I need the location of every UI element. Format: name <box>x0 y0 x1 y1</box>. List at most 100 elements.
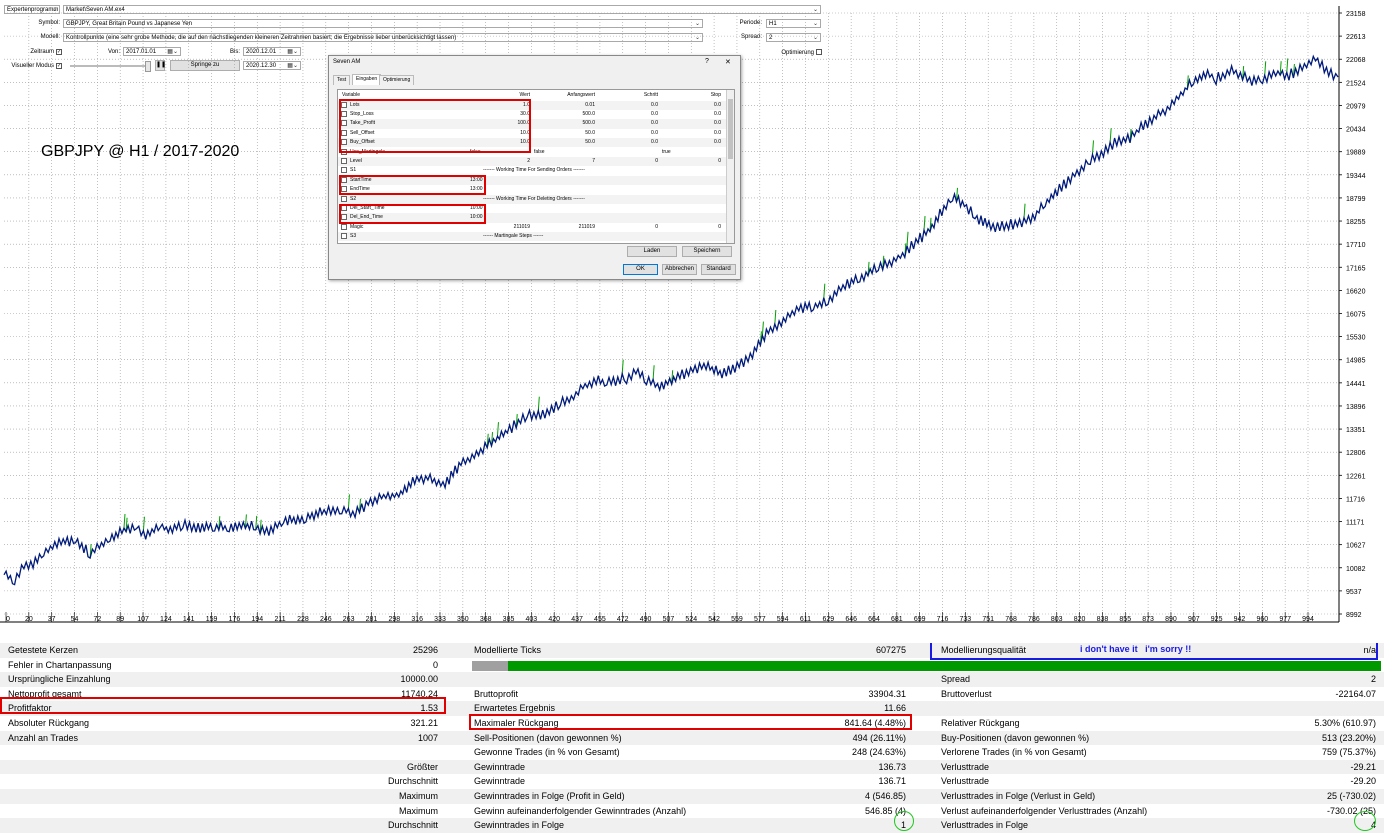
x-tick-label: 298 <box>388 616 400 623</box>
param-start[interactable]: 211019 <box>578 223 595 230</box>
spread-select[interactable]: 2 ⌄ <box>766 33 821 42</box>
y-tick-label: 19889 <box>1346 150 1366 157</box>
param-start[interactable]: 50.0 <box>585 129 595 136</box>
parameter-row[interactable]: StartTime 13:00 <box>338 175 726 186</box>
param-stop[interactable]: 0 <box>718 157 721 164</box>
parameter-row[interactable]: Lots 1.0 0.01 0.0 0.0 <box>338 100 726 110</box>
ok-button[interactable]: OK <box>623 264 658 275</box>
param-step[interactable]: 0.0 <box>651 101 658 108</box>
param-value[interactable]: 10:00 <box>470 204 483 211</box>
param-start[interactable]: 7 <box>592 157 595 164</box>
param-start[interactable]: 0.01 <box>585 101 595 108</box>
parameter-row[interactable]: S1 ------- Working Time For Sending Order… <box>338 166 726 176</box>
tab-test[interactable]: Test <box>333 75 351 85</box>
param-checkbox[interactable] <box>341 120 347 127</box>
param-value[interactable]: 211019 <box>513 223 530 230</box>
x-tick-label: 472 <box>617 616 629 623</box>
x-tick-label: 316 <box>411 616 423 623</box>
parameter-row[interactable]: S2 ------- Working Time For Deleting Orde… <box>338 194 726 204</box>
scrollbar-thumb[interactable] <box>728 99 733 159</box>
param-checkbox[interactable] <box>341 223 347 230</box>
parameter-row[interactable]: Take_Profit 100.0 500.0 0.0 0.0 <box>338 119 726 129</box>
param-value[interactable]: 2 <box>527 157 530 164</box>
param-start[interactable]: 500.0 <box>582 110 595 117</box>
parameter-row[interactable]: Magic 211019 211019 0 0 <box>338 222 726 233</box>
param-step[interactable]: 0 <box>655 157 658 164</box>
param-stop[interactable]: 0 <box>718 223 721 230</box>
close-icon[interactable]: ✕ <box>725 59 731 66</box>
expert-file-select[interactable]: Market\Seven AM.ex4 ⌄ <box>63 5 821 14</box>
parameter-row[interactable]: S3 ------ Martingale Steps ------ <box>338 232 726 242</box>
speed-slider-thumb[interactable] <box>145 61 151 72</box>
tab-optimization[interactable]: Optimierung <box>379 75 415 85</box>
param-value[interactable]: 13:00 <box>470 176 483 183</box>
symbol-label: Symbol: <box>38 20 60 26</box>
param-separator: ------ Martingale Steps ------ <box>483 233 544 240</box>
save-button[interactable]: Speichern <box>682 246 732 257</box>
param-value[interactable]: 10:00 <box>470 214 483 221</box>
model-select[interactable]: Kontrollpunkte (eine sehr grobe Methode,… <box>63 33 703 42</box>
param-checkbox[interactable] <box>341 129 347 136</box>
expert-type-select[interactable]: Expertenprogramm ⌄ <box>4 5 60 14</box>
param-start[interactable]: 50.0 <box>585 139 595 146</box>
parameter-row[interactable]: EndTime 13:00 <box>338 185 726 195</box>
param-stop[interactable]: 0.0 <box>714 139 721 146</box>
parameter-row[interactable]: Stop_Loss 30.0 500.0 0.0 0.0 <box>338 109 726 120</box>
report-stats: Getestete Kerzen 25296 Modellierte Ticks 60… <box>0 643 1384 833</box>
param-checkbox[interactable] <box>341 214 347 221</box>
parameter-row[interactable]: Del_End_Time 10:00 <box>338 213 726 223</box>
param-step[interactable]: 0.0 <box>651 139 658 146</box>
param-checkbox[interactable] <box>341 186 347 193</box>
param-checkbox[interactable] <box>341 167 347 174</box>
param-stop[interactable]: 0.0 <box>714 129 721 136</box>
to-date-input[interactable]: 2020.12.01 ▦⌄ <box>243 47 301 56</box>
param-checkbox[interactable] <box>341 139 347 146</box>
x-tick-label: 855 <box>1119 616 1131 623</box>
from-date-input[interactable]: 2017.01.01 ▦⌄ <box>123 47 181 56</box>
symbol-select[interactable]: GBPJPY, Great Britain Pound vs Japanese … <box>63 19 703 28</box>
pause-button[interactable]: ❚❚ <box>155 60 166 71</box>
period-select[interactable]: H1 ⌄ <box>766 19 821 28</box>
param-value[interactable]: 10.0 <box>520 129 530 136</box>
param-value[interactable]: 13:00 <box>470 186 483 193</box>
tab-inputs[interactable]: Eingaben <box>352 74 382 85</box>
calendar-icon: ▦⌄ <box>287 63 298 69</box>
parameter-row[interactable]: Sell_Offset 10.0 50.0 0.0 0.0 <box>338 128 726 139</box>
help-icon[interactable]: ? <box>705 58 709 65</box>
x-tick-label: 907 <box>1188 616 1200 623</box>
table-scrollbar[interactable] <box>726 90 734 243</box>
param-value[interactable]: 1.0 <box>523 101 530 108</box>
param-checkbox[interactable] <box>341 110 347 117</box>
param-step[interactable]: 0.0 <box>651 120 658 127</box>
param-stop[interactable]: true <box>662 148 671 155</box>
param-checkbox[interactable] <box>341 195 347 202</box>
param-step[interactable]: 0.0 <box>651 110 658 117</box>
range-checkbox[interactable]: ✓ <box>56 49 62 55</box>
jump-to-button[interactable]: Springe zu <box>170 60 240 71</box>
param-checkbox[interactable] <box>341 176 347 183</box>
load-button[interactable]: Laden <box>627 246 677 257</box>
stat-label: Verlusttrade <box>941 776 990 787</box>
jump-date-input[interactable]: 2020.12.30 ▦⌄ <box>243 61 301 70</box>
param-checkbox[interactable] <box>341 233 347 240</box>
param-stop[interactable]: 0.0 <box>714 110 721 117</box>
param-checkbox[interactable] <box>341 101 347 108</box>
speed-slider-track[interactable] <box>70 65 150 67</box>
default-button[interactable]: Standard <box>701 264 736 275</box>
parameter-row[interactable]: Buy_Offset 10.0 50.0 0.0 0.0 <box>338 138 726 148</box>
cancel-button[interactable]: Abbrechen <box>662 264 697 275</box>
optimize-checkbox[interactable] <box>816 49 822 55</box>
param-start[interactable]: false <box>534 148 545 155</box>
param-value[interactable]: 100.0 <box>517 120 530 127</box>
stat-value: 0 <box>432 659 438 670</box>
param-checkbox[interactable] <box>341 157 347 164</box>
param-stop[interactable]: 0.0 <box>714 120 721 127</box>
param-stop[interactable]: 0.0 <box>714 101 721 108</box>
param-start[interactable]: 500.0 <box>582 120 595 127</box>
parameter-row[interactable]: Level 2 7 0 0 <box>338 156 726 167</box>
visual-mode-checkbox[interactable]: ✓ <box>56 63 62 69</box>
param-step[interactable]: 0 <box>655 223 658 230</box>
param-step[interactable]: 0.0 <box>651 129 658 136</box>
param-value[interactable]: 30.0 <box>520 110 530 117</box>
param-value[interactable]: 10.0 <box>520 139 530 146</box>
